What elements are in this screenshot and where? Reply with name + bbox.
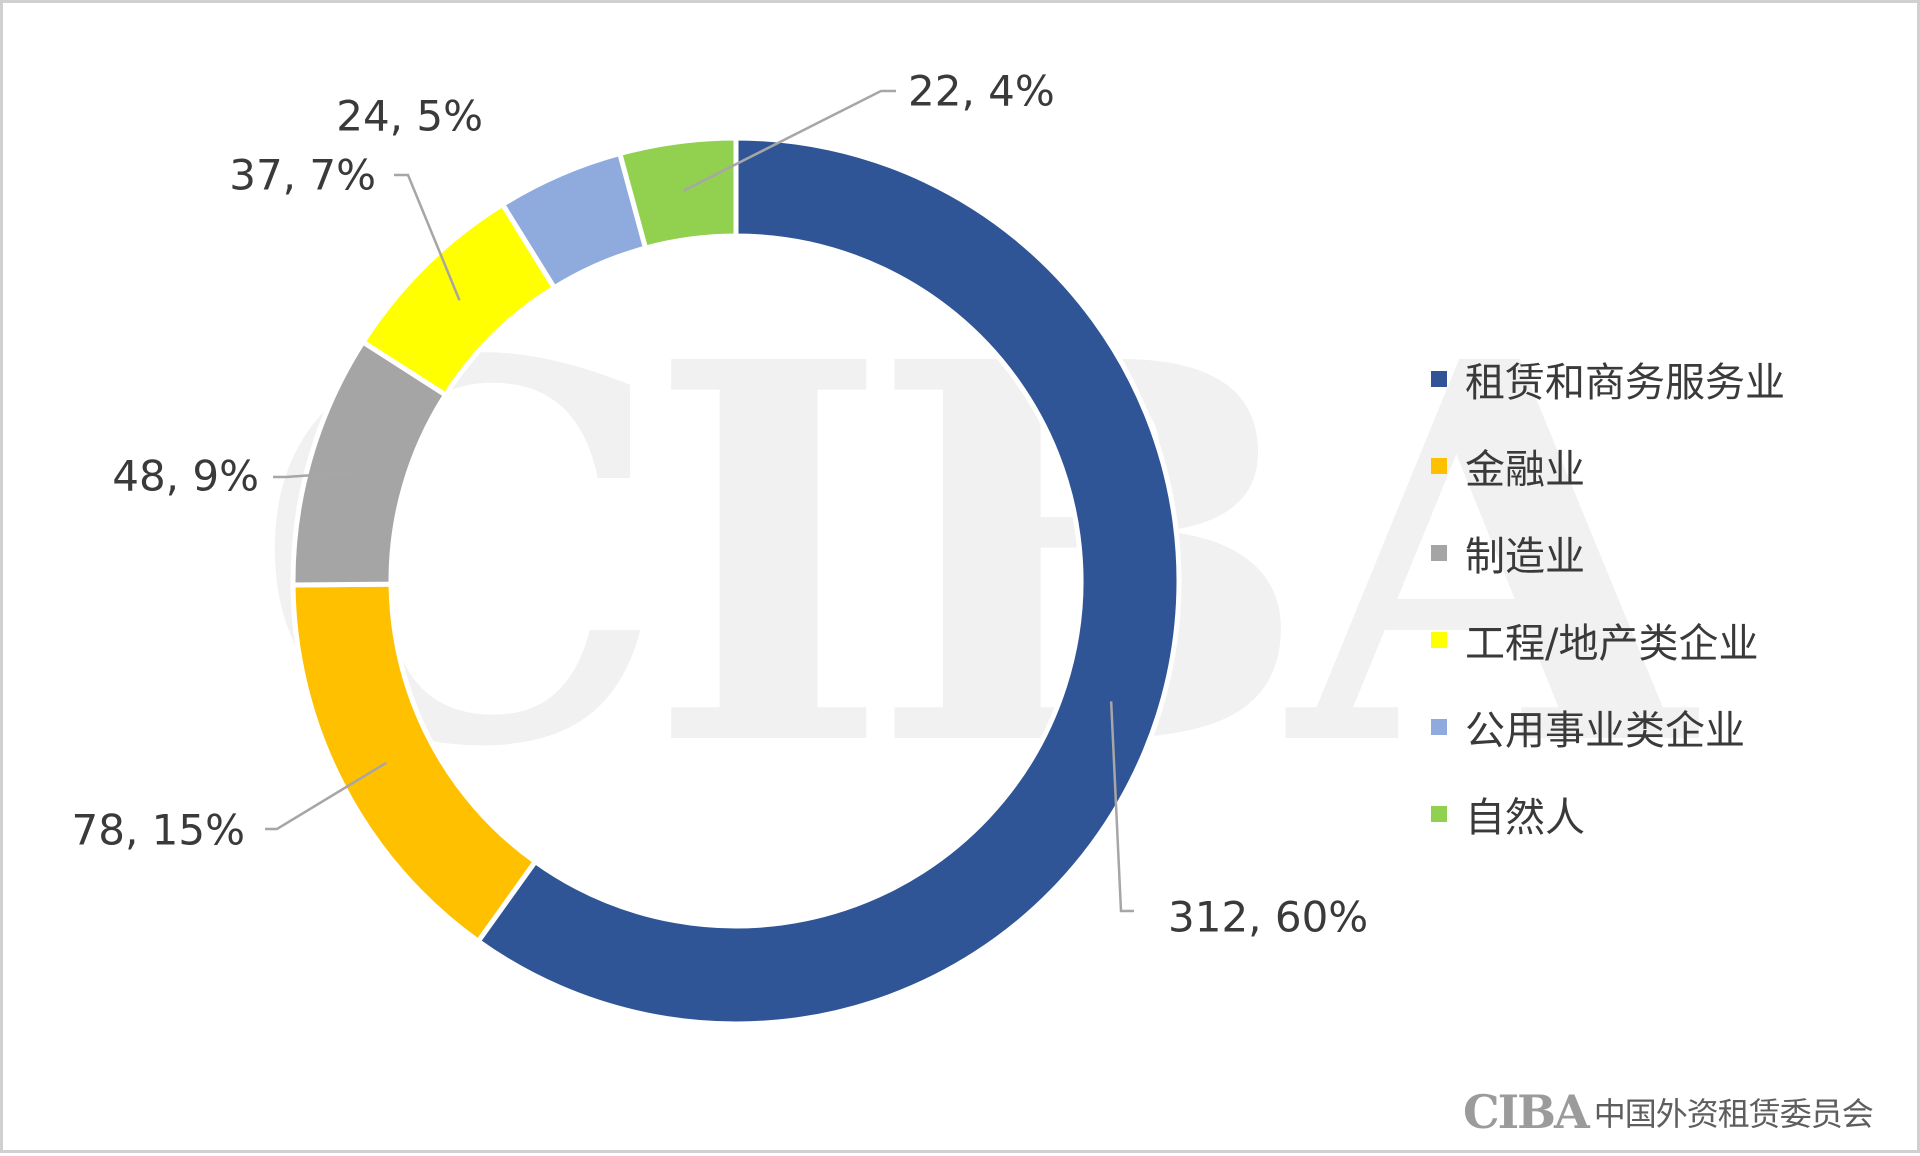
brand-logo: CIBA 中国外资租赁委员会 [1463, 1085, 1874, 1139]
legend-swatch [1431, 805, 1447, 822]
legend-label: 金融业 [1465, 446, 1585, 493]
legend-swatch [1431, 544, 1447, 561]
data-label-3: 48, 9% [112, 452, 259, 501]
brand-mark: CIBA [1463, 1085, 1590, 1139]
legend-item-2: 金融业 [1431, 422, 1785, 509]
watermark-text: CIBA [253, 250, 1704, 861]
legend-item-3: 制造业 [1431, 509, 1785, 596]
donut-slice-6 [616, 135, 739, 252]
legend-label: 制造业 [1465, 533, 1585, 580]
legend-item-6: 自然人 [1431, 770, 1785, 857]
data-labels: 312, 60% 78, 15% 48, 9% 37, 7% 24, 5% 22, 4% [72, 67, 1369, 942]
legend-item-5: 公用事业类企业 [1431, 683, 1785, 770]
donut-chart: CIBA 312, 60% 78, 15% 48, 9% 37, 7% 24, 5% 22… [72, 67, 1724, 1027]
leader-line-1 [1109, 701, 1134, 913]
legend-label: 租赁和商务服务业 [1465, 359, 1785, 406]
legend-label: 工程/地产类企业 [1465, 620, 1759, 667]
legend-item-4: 工程/地产类企业 [1431, 596, 1785, 683]
legend-swatch [1431, 370, 1447, 387]
leader-line-3 [273, 470, 358, 479]
data-label-1: 312, 60% [1168, 893, 1368, 942]
legend-label: 公用事业类企业 [1465, 707, 1745, 754]
data-label-4: 37, 7% [229, 151, 376, 200]
brand-name: 中国外资租赁委员会 [1593, 1095, 1874, 1133]
watermark-logo: CIBA [253, 250, 1724, 861]
legend-swatch [1431, 457, 1447, 474]
legend-item-1: 租赁和商务服务业 [1431, 335, 1785, 422]
legend: 租赁和商务服务业 金融业制造业工程/地产类企业 公用事业类企业 自然人 [1431, 335, 1785, 857]
data-label-5: 24, 5% [336, 92, 483, 141]
leader-line-6 [683, 89, 896, 192]
donut-slices [290, 135, 1182, 1027]
data-label-6: 22, 4% [908, 67, 1055, 116]
legend-swatch [1431, 631, 1447, 648]
donut-slice-1 [474, 135, 1182, 1027]
leader-line-4 [394, 173, 461, 301]
data-label-2: 78, 15% [72, 806, 246, 855]
legend-label: 自然人 [1465, 794, 1585, 841]
leader-line-2 [265, 761, 388, 831]
legend-swatch [1431, 718, 1447, 735]
leader-lines [265, 89, 1134, 913]
